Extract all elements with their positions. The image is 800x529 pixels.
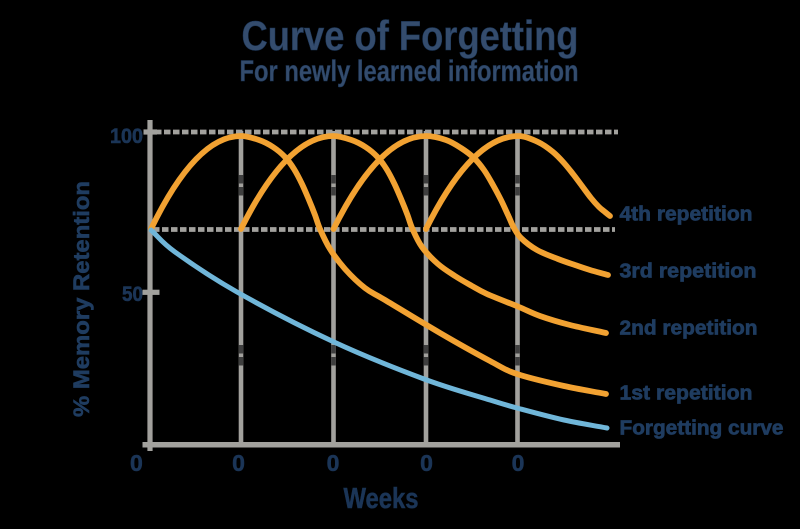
- svg-text:100: 100: [110, 125, 143, 148]
- svg-text:0: 0: [130, 450, 143, 476]
- svg-text:0: 0: [512, 450, 525, 476]
- svg-text:0: 0: [232, 450, 245, 476]
- svg-text:Forgetting curve: Forgetting curve: [620, 417, 784, 440]
- svg-text:For newly learned information: For newly learned information: [240, 55, 579, 88]
- svg-text:50: 50: [122, 283, 143, 306]
- svg-text:Curve of Forgetting: Curve of Forgetting: [242, 12, 579, 59]
- svg-text:1st repetition: 1st repetition: [620, 382, 753, 405]
- svg-text:Weeks: Weeks: [344, 483, 419, 515]
- svg-text:0: 0: [327, 450, 340, 476]
- svg-text:% Memory Retention: % Memory Retention: [69, 181, 94, 417]
- svg-text:2nd repetition: 2nd repetition: [620, 317, 758, 340]
- svg-text:4th repetition: 4th repetition: [620, 203, 753, 226]
- svg-text:3rd repetition: 3rd repetition: [620, 260, 757, 283]
- svg-text:0: 0: [420, 450, 433, 476]
